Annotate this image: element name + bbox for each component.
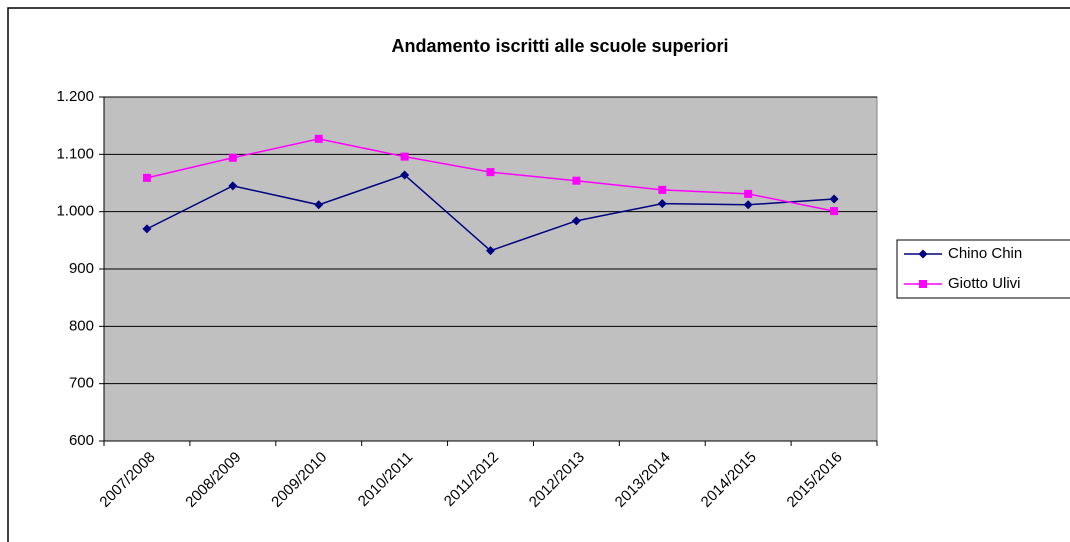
point xyxy=(830,207,839,216)
point xyxy=(400,170,410,180)
point xyxy=(743,200,753,210)
point xyxy=(829,194,839,204)
y-tick-label: 600 xyxy=(69,432,94,449)
legend-label: Giotto Ulivi xyxy=(948,275,1021,292)
y-tick-label: 1.000 xyxy=(56,203,94,220)
point xyxy=(744,189,753,198)
chart-title: Andamento iscritti alle scuole superiori xyxy=(391,36,728,56)
point xyxy=(142,173,151,182)
point xyxy=(919,280,927,288)
point xyxy=(918,249,928,259)
y-tick-label: 800 xyxy=(69,317,94,334)
point xyxy=(228,181,238,191)
point xyxy=(486,246,495,256)
point xyxy=(658,185,667,194)
point xyxy=(314,134,323,143)
point xyxy=(657,199,667,209)
legend-label: Chino Chin xyxy=(948,245,1022,262)
y-tick-label: 700 xyxy=(69,375,94,392)
point xyxy=(571,216,581,226)
point xyxy=(400,152,409,161)
point xyxy=(572,176,581,185)
point xyxy=(228,153,237,162)
legend xyxy=(896,239,1070,299)
point xyxy=(314,200,324,210)
point xyxy=(486,168,495,177)
point xyxy=(142,224,152,234)
y-tick-label: 1.200 xyxy=(56,88,94,105)
y-tick-label: 900 xyxy=(69,260,94,277)
y-tick-label: 1.100 xyxy=(56,145,94,162)
